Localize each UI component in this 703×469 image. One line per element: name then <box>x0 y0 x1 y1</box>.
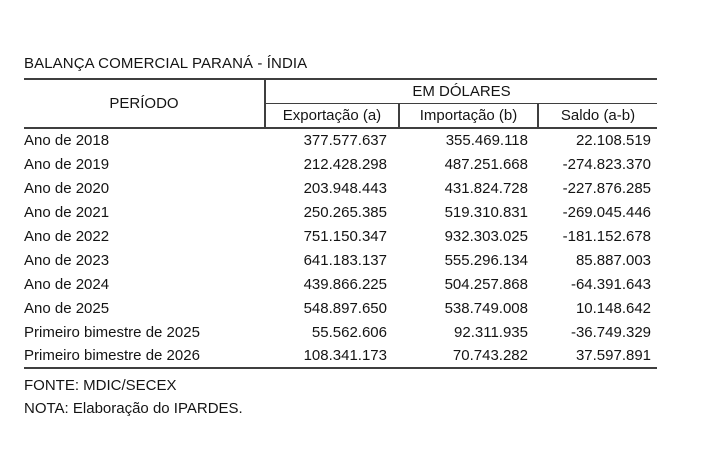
table-header: PERÍODO EM DÓLARES Exportação (a) Import… <box>24 79 658 129</box>
exportacao-cell: 55.562.606 <box>311 323 387 341</box>
table-row: Ano de 2021 250.265.385 519.310.831 -269… <box>24 200 657 224</box>
col-header-importacao: Importação (b) <box>399 103 539 129</box>
importacao-cell: 355.469.118 <box>445 132 528 149</box>
saldo-cell: -274.823.370 <box>562 155 652 173</box>
period-cell: Ano de 2019 <box>24 155 110 173</box>
header-row-group: PERÍODO EM DÓLARES <box>24 79 658 129</box>
importacao-cell: 487.251.668 <box>444 155 528 173</box>
table-row: Primeiro bimestre de 2025 55.562.606 92.… <box>24 320 657 344</box>
table-row: Ano de 2024 439.866.225 504.257.868 -64.… <box>24 272 657 296</box>
importacao-cell: 519.310.831 <box>444 203 528 221</box>
source-note: FONTE: MDIC/SECEX <box>24 377 177 394</box>
exportacao-cell: 250.265.385 <box>303 203 387 221</box>
period-cell: Ano de 2025 <box>24 299 110 317</box>
table-row: Ano de 2018 377.577.637 355.469.118 22.1… <box>24 128 657 152</box>
table-row: Ano de 2020 203.948.443 431.824.728 -227… <box>24 176 657 200</box>
importacao-cell: 538.749.008 <box>444 299 528 317</box>
importacao-cell: 504.257.868 <box>444 275 528 293</box>
exportacao-cell: 203.948.443 <box>303 179 387 197</box>
saldo-cell: 10.148.642 <box>575 299 652 317</box>
table-row: Ano de 2022 751.150.347 932.303.025 -181… <box>24 224 657 248</box>
exportacao-cell: 212.428.298 <box>303 155 387 173</box>
exportacao-cell: 108.341.173 <box>303 347 387 364</box>
saldo-cell: 37.597.891 <box>575 347 652 364</box>
importacao-cell: 555.296.134 <box>444 251 528 269</box>
importacao-cell: 92.311.935 <box>454 323 528 341</box>
table-title: BALANÇA COMERCIAL PARANÁ - ÍNDIA <box>24 55 308 72</box>
period-cell: Ano de 2024 <box>24 275 110 293</box>
saldo-cell: -64.391.643 <box>570 275 652 293</box>
exportacao-cell: 439.866.225 <box>303 275 387 293</box>
document-page: BALANÇA COMERCIAL PARANÁ - ÍNDIA PERÍODO… <box>24 55 658 420</box>
col-header-exportacao: Exportação (a) <box>265 103 400 129</box>
saldo-cell: -181.152.678 <box>562 227 652 245</box>
importacao-cell: 70.743.282 <box>452 347 528 364</box>
exportacao-cell: 751.150.347 <box>303 227 387 245</box>
saldo-cell: -269.045.446 <box>562 203 652 221</box>
period-cell: Ano de 2022 <box>24 227 110 245</box>
table-body: Ano de 2018 377.577.637 355.469.118 22.1… <box>24 128 657 368</box>
table-row: Primeiro bimestre de 2026 108.341.173 70… <box>24 344 657 368</box>
saldo-cell: 22.108.519 <box>575 132 652 149</box>
saldo-cell: 85.887.003 <box>575 251 652 269</box>
exportacao-cell: 377.577.637 <box>303 132 387 149</box>
table-row: Ano de 2019 212.428.298 487.251.668 -274… <box>24 152 657 176</box>
col-header-periodo: PERÍODO <box>24 79 266 129</box>
col-header-em-dolares: EM DÓLARES <box>265 79 658 104</box>
saldo-cell: -227.876.285 <box>562 179 652 197</box>
saldo-cell: -36.749.329 <box>570 323 652 341</box>
header-row-columns: Exportação (a) Importação (b) Saldo (a-b… <box>24 103 658 129</box>
table-row: Ano de 2025 548.897.650 538.749.008 10.1… <box>24 296 657 320</box>
period-cell: Primeiro bimestre de 2025 <box>24 323 200 341</box>
col-header-saldo: Saldo (a-b) <box>538 103 658 129</box>
period-cell: Ano de 2020 <box>24 179 110 197</box>
table-row: Ano de 2023 641.183.137 555.296.134 85.8… <box>24 248 657 272</box>
period-cell: Ano de 2021 <box>24 203 110 221</box>
importacao-cell: 932.303.025 <box>444 227 528 245</box>
exportacao-cell: 641.183.137 <box>303 251 387 269</box>
importacao-cell: 431.824.728 <box>444 179 528 197</box>
period-cell: Primeiro bimestre de 2026 <box>24 347 200 364</box>
period-cell: Ano de 2023 <box>24 251 110 269</box>
period-cell: Ano de 2018 <box>24 132 110 149</box>
exportacao-cell: 548.897.650 <box>303 299 387 317</box>
elaboration-note: NOTA: Elaboração do IPARDES. <box>24 400 243 417</box>
trade-balance-table: PERÍODO EM DÓLARES Exportação (a) Import… <box>24 78 658 369</box>
